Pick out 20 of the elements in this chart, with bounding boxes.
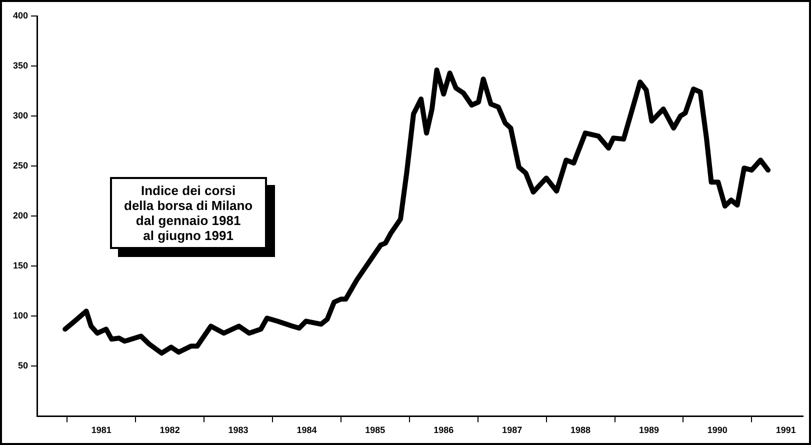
x-tick-label: 1986 xyxy=(434,425,454,436)
y-tick-label: 200 xyxy=(12,210,28,221)
x-tick-label: 1990 xyxy=(707,425,728,436)
y-tick-label: 100 xyxy=(12,310,28,321)
y-tick-label: 400 xyxy=(12,10,28,20)
x-tick-label: 1988 xyxy=(570,425,591,436)
x-tick-label: 1983 xyxy=(228,425,248,436)
x-tick-label: 1984 xyxy=(296,425,317,436)
y-tick-label: 300 xyxy=(12,110,28,121)
y-tick-label: 50 xyxy=(18,360,28,371)
x-tick-label: 1987 xyxy=(502,425,522,436)
x-tick-label: 1985 xyxy=(365,425,386,436)
x-tick-label: 1991 xyxy=(776,425,796,436)
annotation: Indice dei corsi della borsa di Milano dal gennaio 1981 al giugno 1991 xyxy=(110,177,267,249)
y-tick-label: 350 xyxy=(12,60,28,71)
x-tick-label: 1989 xyxy=(638,425,659,436)
x-tick-label: 1981 xyxy=(91,425,112,436)
x-tick-label: 1982 xyxy=(160,425,180,436)
y-tick-label: 150 xyxy=(12,260,28,271)
y-tick-label: 250 xyxy=(12,160,28,171)
